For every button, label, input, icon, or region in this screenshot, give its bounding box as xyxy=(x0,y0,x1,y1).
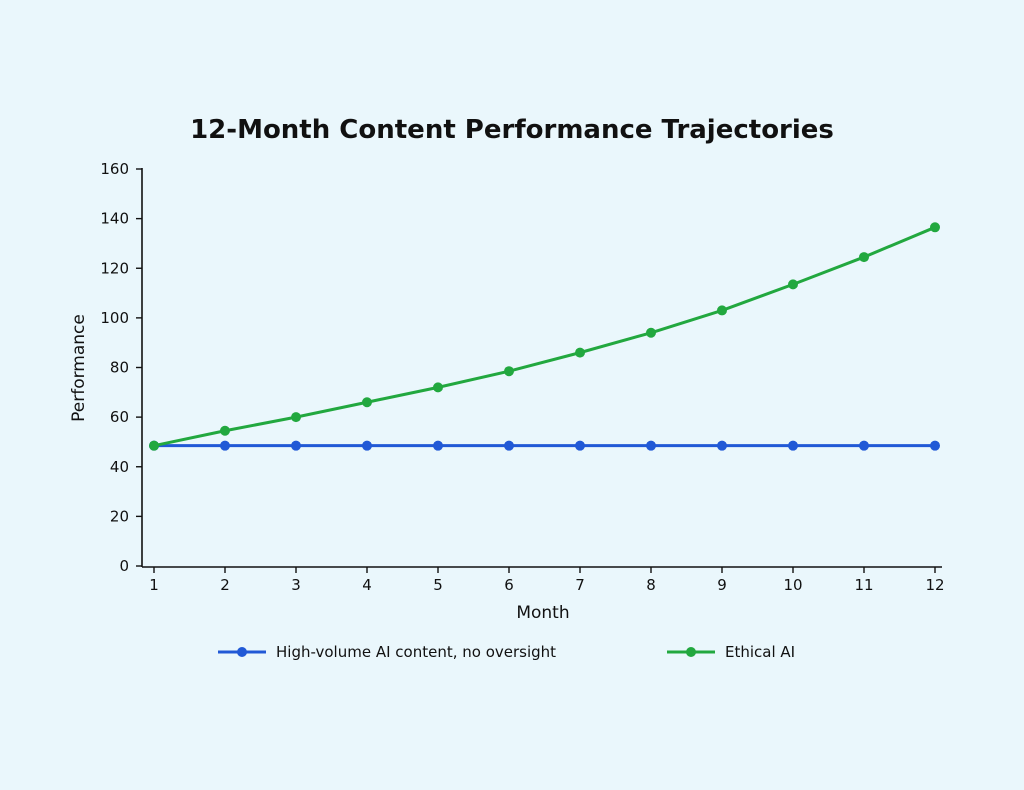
y-tick-label: 80 xyxy=(110,359,129,377)
data-point xyxy=(646,327,656,338)
x-tick-label: 3 xyxy=(291,576,301,594)
x-tick-label: 6 xyxy=(504,576,514,594)
x-axis-label: Month xyxy=(516,603,569,623)
chart-title: 12-Month Content Performance Trajectorie… xyxy=(190,115,834,145)
y-tick-label: 120 xyxy=(100,259,129,277)
data-point xyxy=(788,279,798,290)
data-point xyxy=(220,425,230,436)
series-2 xyxy=(149,222,940,451)
data-point xyxy=(930,222,940,233)
data-point xyxy=(433,440,443,451)
y-tick-label: 0 xyxy=(119,557,129,575)
data-point xyxy=(433,382,443,393)
x-tick-label: 9 xyxy=(717,576,727,594)
data-point xyxy=(930,440,940,451)
x-tick-label: 5 xyxy=(433,576,443,594)
data-point xyxy=(646,440,656,451)
legend-swatch-marker xyxy=(686,647,696,657)
y-tick-label: 60 xyxy=(110,408,129,426)
legend: High-volume AI content, no oversight Ethi… xyxy=(218,643,795,661)
legend-label: High-volume AI content, no oversight xyxy=(276,643,556,661)
data-point xyxy=(717,440,727,451)
series-layer xyxy=(149,222,940,451)
legend-item: Ethical AI xyxy=(667,643,795,661)
x-tick-label: 2 xyxy=(220,576,230,594)
legend-label: Ethical AI xyxy=(725,643,795,661)
data-point xyxy=(717,305,727,316)
y-tick-label: 140 xyxy=(100,210,129,228)
x-axis-ticks: 1 2 3 4 5 6 7 8 9 10 11 12 xyxy=(149,567,945,594)
y-tick-label: 100 xyxy=(100,309,129,327)
data-point xyxy=(859,440,869,451)
x-tick-label: 11 xyxy=(854,576,873,594)
x-tick-label: 8 xyxy=(646,576,656,594)
legend-swatch-marker xyxy=(237,647,247,657)
y-tick-label: 160 xyxy=(100,160,129,178)
y-tick-label: 40 xyxy=(110,458,129,476)
y-axis-label: Performance xyxy=(69,314,89,422)
data-point xyxy=(788,440,798,451)
data-point xyxy=(575,347,585,358)
x-tick-label: 4 xyxy=(362,576,372,594)
data-point xyxy=(149,440,159,451)
y-tick-label: 20 xyxy=(110,507,129,525)
data-point xyxy=(504,366,514,377)
data-point xyxy=(291,412,301,423)
data-point xyxy=(220,440,230,451)
y-axis-ticks: 0 20 40 60 80 100 120 140 160 xyxy=(100,160,142,575)
x-tick-label: 10 xyxy=(783,576,802,594)
x-tick-label: 12 xyxy=(925,576,944,594)
x-tick-label: 7 xyxy=(575,576,585,594)
data-point xyxy=(362,440,372,451)
series-1 xyxy=(149,440,940,451)
data-point xyxy=(291,440,301,451)
data-point xyxy=(859,252,869,263)
x-tick-label: 1 xyxy=(149,576,159,594)
data-point xyxy=(504,440,514,451)
legend-item: High-volume AI content, no oversight xyxy=(218,643,556,661)
series-line xyxy=(152,225,937,448)
data-point xyxy=(575,440,585,451)
data-point xyxy=(362,397,372,408)
